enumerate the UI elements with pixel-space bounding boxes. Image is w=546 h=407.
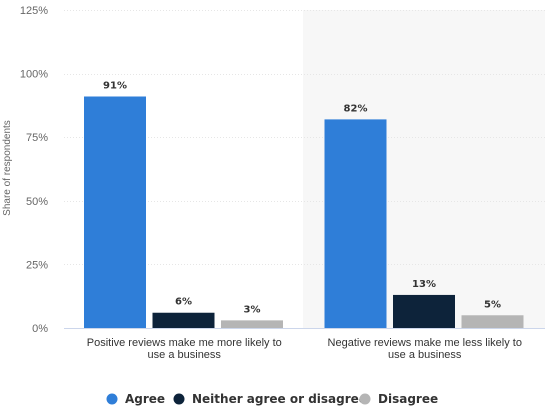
bar-agree [324, 119, 387, 328]
bar-neither-agree-or-disagree [393, 294, 455, 328]
bar-agree [84, 96, 146, 328]
y-tick-label: 75% [26, 132, 48, 144]
y-tick-label: 0% [32, 323, 48, 335]
data-label: 13% [412, 279, 436, 290]
legend-label: Disagree [378, 392, 438, 406]
data-label: 6% [175, 297, 192, 308]
legend-item-disagree[interactable]: Disagree [359, 392, 439, 406]
bar-disagree [461, 315, 524, 328]
gridlines [64, 10, 545, 265]
y-tick-label: 25% [26, 259, 48, 271]
bar-neither-agree-or-disagree [152, 312, 215, 328]
legend-item-agree[interactable]: Agree [106, 392, 166, 406]
bar-disagree [221, 320, 283, 328]
legend-marker [106, 393, 118, 405]
data-label: 91% [103, 80, 127, 91]
bars [84, 96, 524, 328]
data-label: 3% [244, 304, 261, 315]
legend-item-neither-agree-or-disagree[interactable]: Neither agree or disagree [173, 392, 367, 406]
legend-label: Agree [125, 392, 165, 406]
category-label: Negative reviews make me less likely to [328, 337, 522, 349]
category-label: use a business [148, 349, 222, 361]
data-label: 5% [484, 299, 501, 310]
legend-marker [359, 393, 371, 405]
legend: Agree Neither agree or disagree Disagree [106, 392, 439, 406]
category-label: Positive reviews make me more likely to [87, 337, 282, 349]
y-tick-label: 100% [20, 69, 48, 81]
data-labels: 91% 82% 6% 13% 3% 5% [103, 80, 501, 315]
data-label: 82% [344, 103, 368, 114]
y-axis-title: Share of respondents [2, 120, 13, 216]
legend-label: Neither agree or disagree [192, 392, 367, 406]
category-labels: Positive reviews make me more likely tou… [87, 337, 522, 361]
y-tick-label: 50% [26, 196, 48, 208]
legend-marker [173, 393, 185, 405]
y-axis-ticks: 0% 25% 50% 75% 100% 125% [20, 5, 48, 335]
category-label: use a business [388, 349, 462, 361]
y-tick-label: 125% [20, 5, 48, 17]
